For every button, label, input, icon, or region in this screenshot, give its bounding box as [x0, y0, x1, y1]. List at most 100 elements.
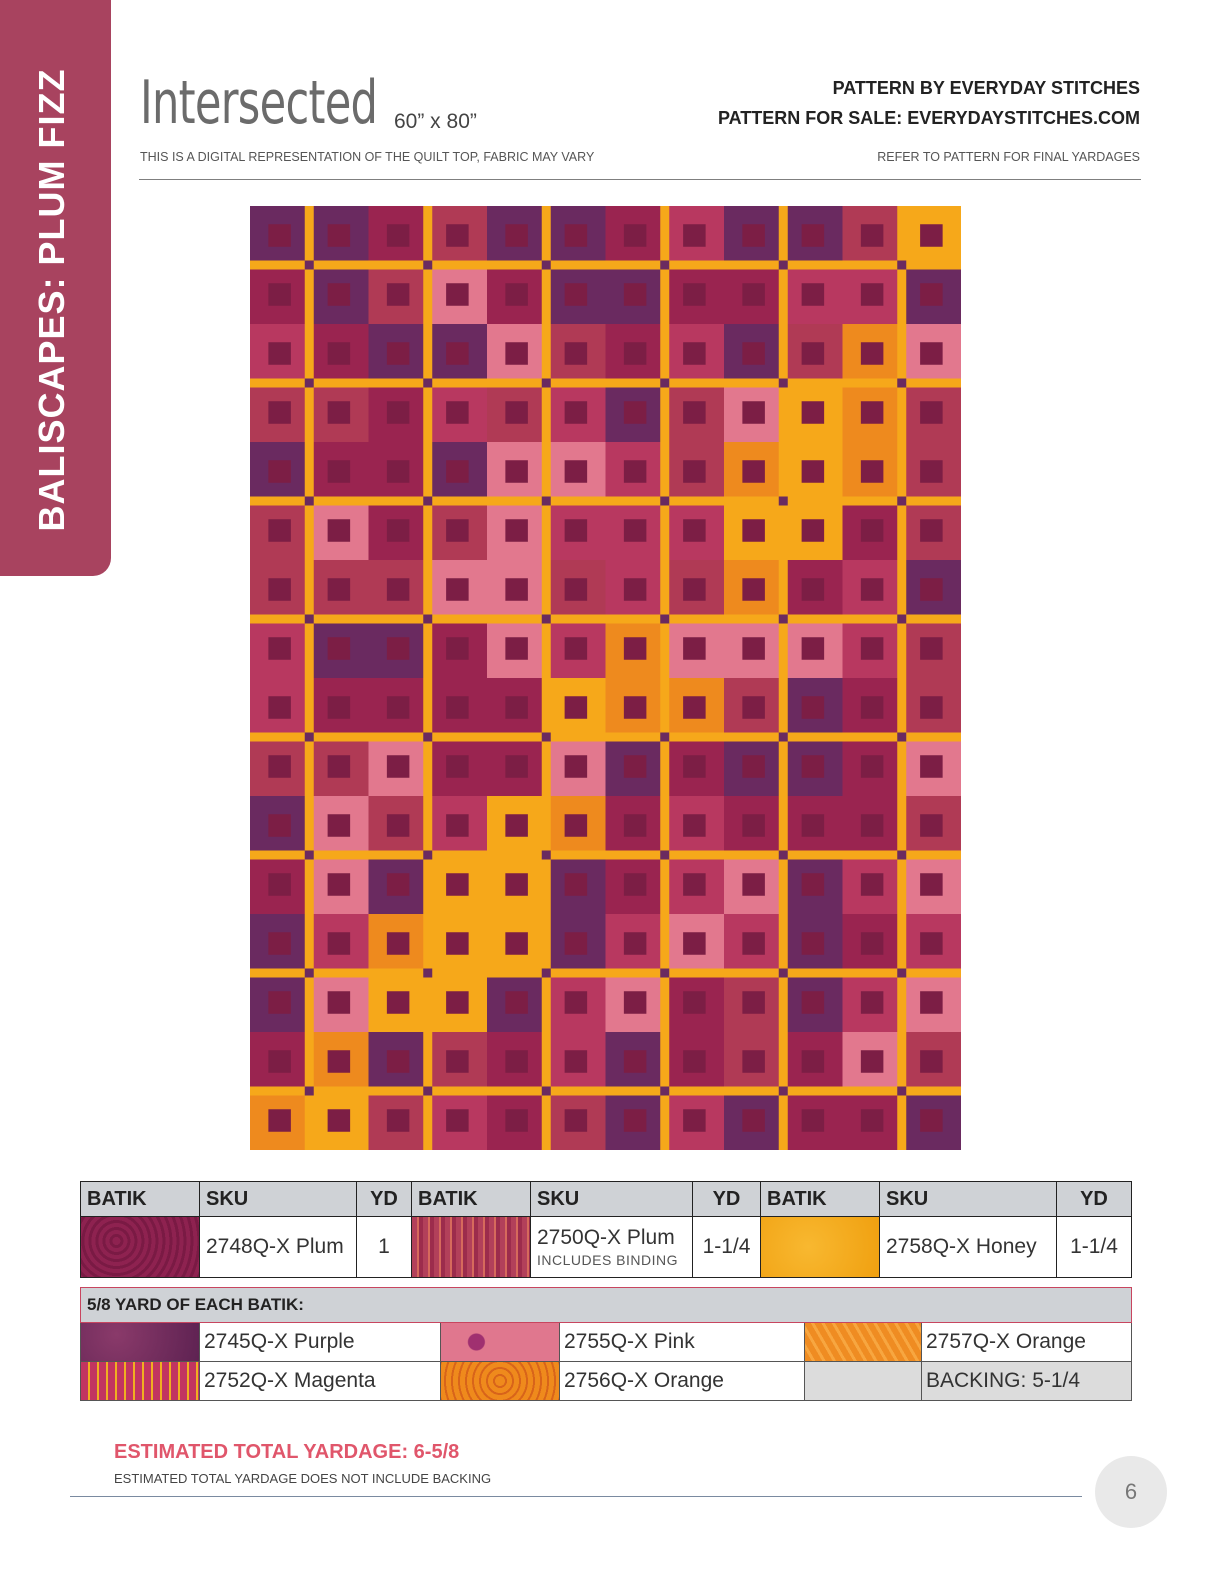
- quilt-block-center: [860, 578, 884, 601]
- header-yd: YD: [1056, 1181, 1132, 1217]
- quilt-sashing-vertical: [423, 206, 433, 1150]
- quilt-cornerstone: [304, 968, 314, 978]
- quilt-block-center: [920, 578, 943, 601]
- quilt-block-center: [742, 1050, 765, 1073]
- quilt-block-center: [623, 224, 647, 247]
- quilt-block-center: [860, 873, 884, 896]
- quilt-block-center: [446, 578, 469, 601]
- quilt-block-center: [623, 696, 647, 719]
- estimated-total-note: ESTIMATED TOTAL YARDAGE DOES NOT INCLUDE…: [114, 1471, 492, 1486]
- quilt-block-center: [683, 991, 706, 1014]
- fabric-swatch: [440, 1322, 560, 1362]
- quilt-block-center: [505, 755, 528, 778]
- fabric-swatch: [804, 1322, 922, 1362]
- quilt-cornerstone: [541, 260, 551, 270]
- quilt-block-center: [505, 873, 528, 896]
- quilt-block-center: [327, 932, 351, 955]
- fabric-swatch: [411, 1216, 531, 1278]
- quilt-block-center: [268, 696, 291, 719]
- header-batik: BATIK: [80, 1181, 200, 1217]
- header-sku: SKU: [879, 1181, 1057, 1217]
- quilt-block-center: [683, 1050, 706, 1073]
- quilt-cornerstone: [423, 496, 433, 506]
- fabric-yardage: 1: [356, 1216, 412, 1278]
- quilt-block-center: [386, 814, 410, 837]
- quilt-block-center: [860, 637, 884, 660]
- quilt-block-center: [860, 814, 884, 837]
- quilt-block-center: [446, 932, 469, 955]
- quilt-block-center: [268, 1109, 291, 1132]
- pattern-title: Intersected: [140, 68, 378, 138]
- fabric-sku-text: 2750Q-X Plum: [537, 1226, 675, 1249]
- quilt-sashing-horizontal: [250, 732, 961, 742]
- quilt-block-center: [564, 519, 588, 542]
- quilt-block-center: [386, 401, 410, 424]
- quilt-block-center: [446, 1050, 469, 1073]
- quilt-sashing-vertical: [660, 206, 670, 1150]
- quilt-block-center: [564, 224, 588, 247]
- quilt-block-center: [505, 519, 528, 542]
- quilt-sashing-horizontal: [250, 496, 961, 506]
- quilt-cornerstone: [423, 260, 433, 270]
- quilt-cornerstone: [897, 1086, 907, 1096]
- quilt-block-center: [446, 224, 469, 247]
- header-divider: [139, 179, 1141, 180]
- quilt-block-center: [623, 637, 647, 660]
- quilt-block-center: [860, 1050, 884, 1073]
- quilt-block-center: [446, 637, 469, 660]
- quilt-cornerstone: [897, 260, 907, 270]
- quilt-block-center: [268, 814, 291, 837]
- quilt-graphic: [250, 206, 961, 1150]
- quilt-cornerstone: [423, 968, 433, 978]
- quilt-block-center: [268, 401, 291, 424]
- quilt-block-center: [920, 637, 943, 660]
- quilt-sashing-horizontal: [250, 378, 961, 388]
- fabric-sku: 2750Q-X Plum INCLUDES BINDING: [530, 1216, 693, 1278]
- quilt-block-center: [268, 519, 291, 542]
- quilt-cornerstone: [541, 968, 551, 978]
- quilt-block-center: [327, 991, 351, 1014]
- quilt-block-center: [683, 932, 706, 955]
- quilt-cornerstone: [660, 1086, 670, 1096]
- quilt-block-center: [505, 578, 528, 601]
- quilt-cornerstone: [778, 614, 788, 624]
- fabric-name: 2752Q-X Magenta: [199, 1361, 441, 1401]
- quilt-block-center: [327, 283, 351, 306]
- quilt-cornerstone: [778, 850, 788, 860]
- each-batik-row: 2745Q-X Purple 2755Q-X Pink 2757Q-X Oran…: [80, 1322, 1133, 1362]
- quilt-block-center: [623, 460, 647, 483]
- quilt-block-center: [801, 1109, 825, 1132]
- quilt-block-center: [683, 342, 706, 365]
- quilt-block-center: [623, 932, 647, 955]
- quilt-block-center: [920, 991, 943, 1014]
- header-batik: BATIK: [411, 1181, 531, 1217]
- quilt-block-center: [683, 873, 706, 896]
- quilt-block-center: [683, 224, 706, 247]
- quilt-block-center: [505, 1050, 528, 1073]
- quilt-block-center: [446, 696, 469, 719]
- quilt-block-center: [327, 401, 351, 424]
- quilt-block-center: [446, 991, 469, 1014]
- quilt-block-center: [920, 932, 943, 955]
- quilt-block-center: [386, 224, 410, 247]
- quilt-cornerstone: [304, 260, 314, 270]
- quilt-block-center: [327, 519, 351, 542]
- yardage-table: BATIK SKU YD BATIK SKU YD BATIK SKU YD 2…: [80, 1181, 1132, 1278]
- quilt-block-center: [386, 578, 410, 601]
- fabric-yardage: 1-1/4: [1056, 1216, 1132, 1278]
- quilt-cornerstone: [778, 378, 788, 388]
- quilt-block-center: [623, 991, 647, 1014]
- quilt-block-center: [623, 1109, 647, 1132]
- quilt-block-center: [860, 755, 884, 778]
- quilt-cornerstone: [541, 732, 551, 742]
- quilt-block-center: [268, 283, 291, 306]
- quilt-cornerstone: [304, 378, 314, 388]
- quilt-cornerstone: [660, 614, 670, 624]
- quilt-block-center: [386, 873, 410, 896]
- quilt-block-center: [920, 342, 943, 365]
- quilt-block-center: [386, 1109, 410, 1132]
- fabric-name: 2756Q-X Orange: [559, 1361, 805, 1401]
- quilt-block-center: [860, 932, 884, 955]
- quilt-block-center: [860, 460, 884, 483]
- quilt-cornerstone: [304, 732, 314, 742]
